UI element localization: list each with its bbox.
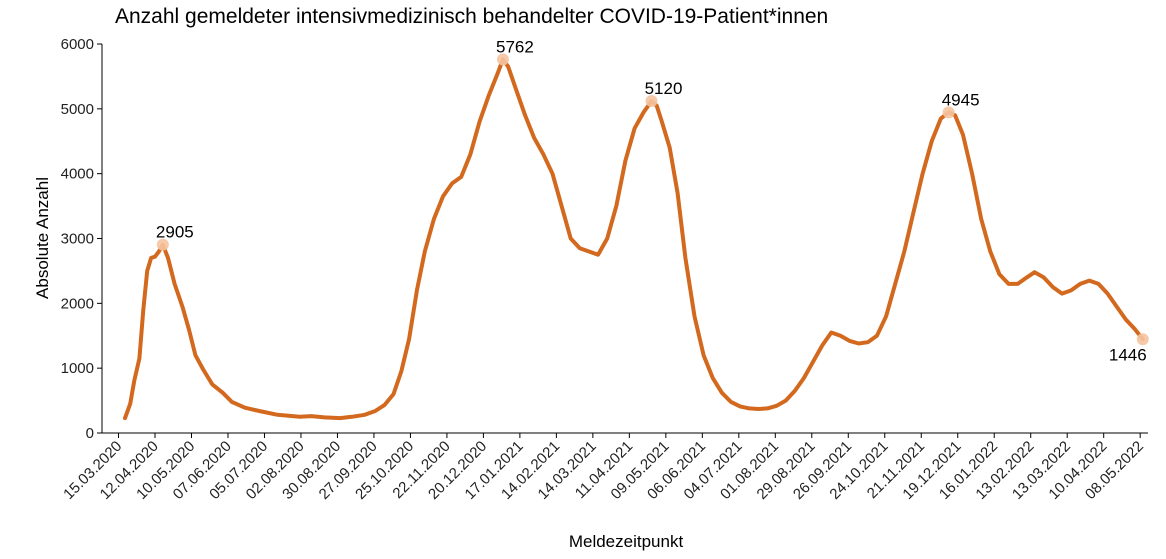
y-tick-label: 6000 bbox=[61, 36, 94, 53]
y-tick-label: 2000 bbox=[61, 295, 94, 312]
peak-label: 5762 bbox=[496, 37, 534, 56]
chart-title: Anzahl gemeldeter intensivmedizinisch be… bbox=[115, 5, 828, 28]
x-axis-label: Meldezeitpunkt bbox=[569, 532, 684, 551]
y-tick-label: 0 bbox=[86, 425, 94, 442]
y-axis-label: Absolute Anzahl bbox=[33, 177, 52, 299]
peak-label: 4945 bbox=[942, 90, 980, 109]
peak-marker bbox=[1136, 333, 1149, 346]
peak-marker bbox=[645, 95, 658, 108]
y-tick-label: 5000 bbox=[61, 101, 94, 118]
peak-label: 2905 bbox=[156, 223, 194, 242]
peak-label: 1446 bbox=[1109, 345, 1147, 364]
plot-area: 2905 5762 5120 4945 1446 bbox=[123, 37, 1149, 421]
series-line bbox=[123, 57, 1145, 421]
peak-label: 5120 bbox=[645, 79, 683, 98]
axes: 010002000300040005000600015.03.202012.04… bbox=[60, 36, 1148, 503]
y-tick-label: 4000 bbox=[61, 166, 94, 183]
peak-marker bbox=[496, 53, 509, 66]
y-tick-label: 3000 bbox=[61, 231, 94, 248]
y-tick-label: 1000 bbox=[61, 360, 94, 377]
peak-marker bbox=[156, 238, 169, 251]
peak-marker bbox=[942, 106, 955, 119]
